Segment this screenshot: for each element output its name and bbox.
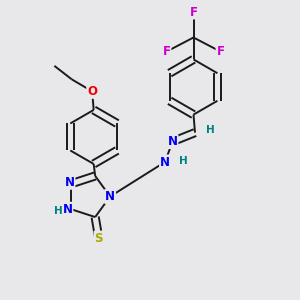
Text: N: N: [64, 176, 74, 189]
Text: N: N: [62, 203, 72, 216]
Text: O: O: [87, 85, 97, 98]
Text: F: F: [217, 45, 224, 58]
Text: N: N: [105, 190, 115, 203]
Text: H: H: [54, 206, 63, 216]
Text: N: N: [160, 155, 170, 169]
Text: N: N: [167, 135, 178, 148]
Text: F: F: [190, 5, 197, 19]
Text: S: S: [94, 232, 103, 244]
Text: H: H: [178, 155, 188, 166]
Text: H: H: [206, 125, 215, 135]
Text: F: F: [163, 45, 170, 58]
